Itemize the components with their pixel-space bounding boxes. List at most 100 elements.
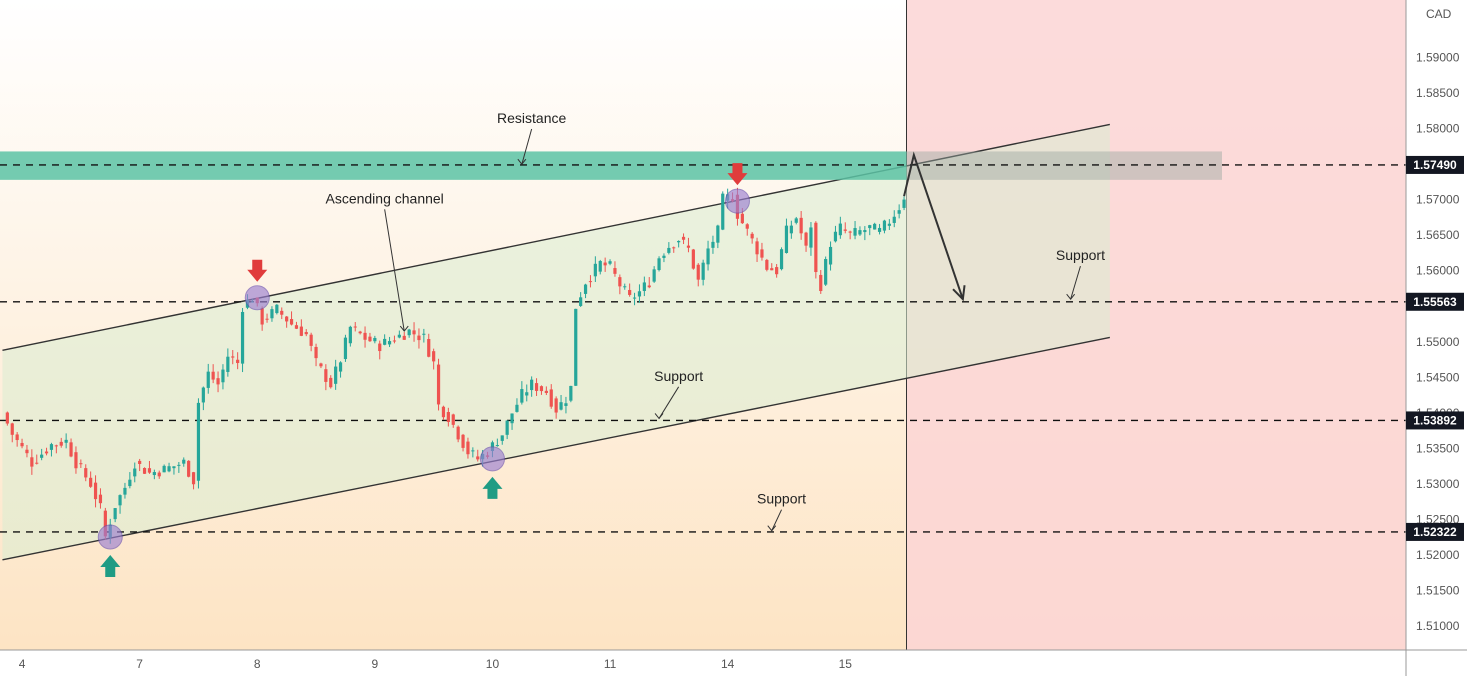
price-tag [1406,411,1464,430]
candle-body [407,329,411,336]
candle-body [74,452,78,469]
candle-body [583,284,588,294]
candle-body [89,477,93,487]
candle-body [858,230,862,235]
candle-body [368,336,372,342]
candle-body [525,392,529,396]
price-tag-label: 1.53892 [1413,413,1457,427]
candle-body [706,248,710,265]
candle-body [819,274,823,292]
y-tick-label: 1.53000 [1416,477,1460,491]
candle-body [319,363,323,367]
candle-body [691,249,695,269]
candle-body [784,225,789,253]
candle-body [794,218,798,223]
candle-body [329,377,333,388]
candle-body [30,457,34,467]
candle-body [392,340,397,342]
x-tick-label: 7 [136,657,143,671]
candle-body [863,230,867,233]
candle-body [701,262,705,280]
candle-body [236,359,240,364]
candle-body [667,247,671,253]
candle-body [569,385,573,401]
candle-body [603,262,607,266]
candle-body [770,268,774,271]
y-tick-label: 1.58000 [1416,122,1460,136]
y-tick-label: 1.54500 [1416,370,1460,384]
candle-body [740,213,744,224]
candle-body [750,233,754,239]
candle-body [505,420,509,435]
candle-body [686,245,691,248]
annotation-arrow [521,128,533,165]
candle-body [98,494,103,504]
candle-body [451,414,455,425]
candle-body [138,460,142,464]
candle-body [422,333,426,335]
candle-body [402,335,406,340]
candle-body [79,463,83,465]
candle-body [44,451,49,454]
annotation-arrow [658,386,680,419]
y-tick-label: 1.52500 [1416,512,1460,526]
annotation-arrow [384,209,405,332]
candle-body [574,308,578,386]
candle-body [843,229,847,231]
x-tick-label: 11 [604,657,617,671]
candle-body [211,371,215,380]
x-tick-label: 8 [254,657,261,671]
candle-body [358,331,362,334]
candle-body [275,304,279,314]
candle-body [59,441,63,446]
y-tick-label: 1.56500 [1416,228,1460,242]
candle-body [15,434,19,441]
channel-fill [2,124,1110,560]
candle-body [564,403,568,406]
arrow-down-icon [727,163,748,186]
annotation-label: Support [654,368,703,384]
candle-body [716,225,720,243]
candle-body [662,255,666,258]
candle-body [833,231,838,242]
candle-body [128,479,132,487]
candle-body [147,468,152,473]
candle-body [446,412,450,422]
pivot-circle [244,285,270,311]
price-axis-panel [1406,0,1467,676]
candle-body [412,330,416,335]
candle-body [334,366,338,384]
candle-body [294,325,299,329]
candle-body [677,240,681,243]
resistance-zone [0,151,907,180]
candle-body [299,326,303,336]
candle-body [902,199,906,208]
candle-body [652,269,656,282]
candle-body [500,435,504,441]
y-tick-label: 1.51000 [1416,619,1460,633]
candle-body [103,510,107,537]
candle-body [289,319,294,325]
candle-body [838,223,842,236]
candle-body [755,241,759,255]
candle-body [642,282,646,291]
candle-body [69,442,73,457]
candle-body [814,222,818,273]
candle-body [461,434,465,448]
candle-body [20,442,24,447]
candle-body [314,346,318,359]
candle-body [113,508,117,520]
candle-body [206,371,210,388]
candle-body [49,444,54,450]
annotation-arrowhead [517,158,527,166]
candle-body [657,258,661,271]
candle-body [779,249,784,270]
candle-body [824,259,828,285]
candle-body [436,364,441,405]
candle-body [64,439,68,443]
candle-body [378,343,382,352]
candle-body [427,339,431,357]
candle-body [25,449,29,454]
